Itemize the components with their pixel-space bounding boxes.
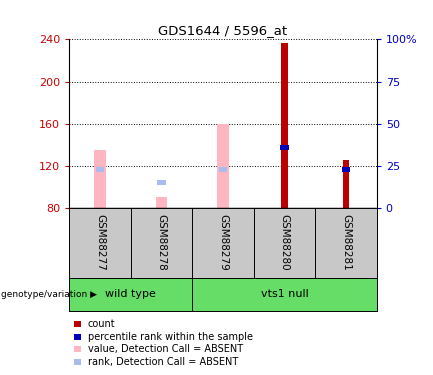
Bar bbox=[342, 166, 350, 172]
Text: GSM88277: GSM88277 bbox=[95, 214, 105, 270]
Bar bbox=[217, 124, 229, 208]
Bar bbox=[343, 160, 349, 208]
Text: count: count bbox=[88, 320, 116, 329]
Bar bbox=[192, 278, 377, 311]
Text: GSM88280: GSM88280 bbox=[279, 214, 290, 270]
Bar bbox=[94, 150, 106, 208]
Title: GDS1644 / 5596_at: GDS1644 / 5596_at bbox=[158, 24, 288, 37]
Text: GSM88278: GSM88278 bbox=[156, 214, 167, 270]
Bar bbox=[219, 166, 227, 172]
Text: rank, Detection Call = ABSENT: rank, Detection Call = ABSENT bbox=[88, 357, 238, 366]
Text: value, Detection Call = ABSENT: value, Detection Call = ABSENT bbox=[88, 344, 243, 354]
Text: GSM88281: GSM88281 bbox=[341, 214, 351, 270]
Text: wild type: wild type bbox=[105, 290, 156, 299]
Bar bbox=[157, 180, 166, 186]
Bar bbox=[156, 196, 167, 208]
Text: vts1 null: vts1 null bbox=[261, 290, 308, 299]
Text: percentile rank within the sample: percentile rank within the sample bbox=[88, 332, 253, 342]
Bar bbox=[96, 166, 104, 172]
Text: genotype/variation ▶: genotype/variation ▶ bbox=[1, 290, 97, 299]
Bar bbox=[69, 278, 192, 311]
Bar bbox=[280, 145, 289, 150]
Bar bbox=[281, 42, 288, 208]
Text: GSM88279: GSM88279 bbox=[218, 214, 228, 270]
